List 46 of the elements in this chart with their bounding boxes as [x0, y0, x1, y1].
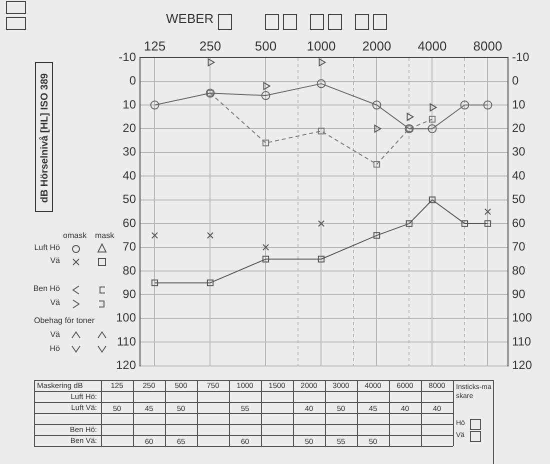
text: mask — [95, 231, 114, 240]
y2-tick-label: 120 — [512, 358, 532, 372]
y-tick-label: 100 — [116, 310, 136, 325]
x-tick-label: 4000 — [418, 38, 447, 54]
y-tick-label: -10 — [118, 50, 136, 64]
y-tick-label: 40 — [122, 168, 136, 182]
y2-tick-label: 110 — [512, 334, 532, 348]
x-tick-label: 250 — [199, 38, 222, 54]
y2-tick-label: 30 — [512, 144, 526, 159]
text: omask — [63, 231, 87, 240]
text: Vä — [50, 298, 60, 307]
x-tick-label: 8000 — [473, 38, 502, 54]
text: Ben Hö — [33, 284, 60, 293]
y2-tick-label: 10 — [512, 97, 526, 112]
y2-tick-label: 60 — [512, 216, 526, 230]
text: Hö — [50, 344, 60, 353]
y2-tick-label: 90 — [512, 286, 526, 301]
y-tick-label: 110 — [116, 334, 136, 348]
y-tick-label: 20 — [122, 121, 136, 136]
y-tick-label: 30 — [122, 144, 136, 159]
y2-tick-label: 40 — [512, 168, 526, 182]
text: Vä — [50, 256, 60, 265]
text: Vä — [50, 330, 60, 339]
text: Luft Hö — [34, 243, 60, 252]
y-tick-label: 0 — [129, 74, 136, 88]
chart-title: WEBER — [166, 11, 214, 26]
y-tick-label: 90 — [122, 286, 136, 301]
y2-tick-label: 0 — [512, 74, 519, 88]
x-tick-label: 2000 — [362, 38, 392, 54]
y2-tick-label: 80 — [512, 263, 526, 278]
text: Obehag för toner — [34, 316, 94, 325]
x-tick-label: 125 — [144, 38, 166, 54]
y2-tick-label: -10 — [512, 50, 530, 64]
x-tick-label: 1000 — [306, 38, 336, 54]
y-tick-label: 80 — [122, 263, 136, 278]
x-tick-label: 500 — [254, 38, 277, 54]
y2-tick-label: 70 — [512, 240, 526, 254]
y-tick-label: 70 — [122, 240, 136, 254]
y2-tick-label: 100 — [512, 310, 532, 325]
y-axis-title: dB Hörselnivå [HL] ISO 389 — [40, 73, 50, 203]
y2-tick-label: 20 — [512, 121, 526, 136]
y-tick-label: 50 — [122, 192, 136, 206]
y-tick-label: 60 — [122, 216, 136, 230]
y-tick-label: 10 — [122, 97, 136, 112]
y2-tick-label: 50 — [512, 192, 526, 206]
y-tick-label: 120 — [116, 358, 136, 372]
